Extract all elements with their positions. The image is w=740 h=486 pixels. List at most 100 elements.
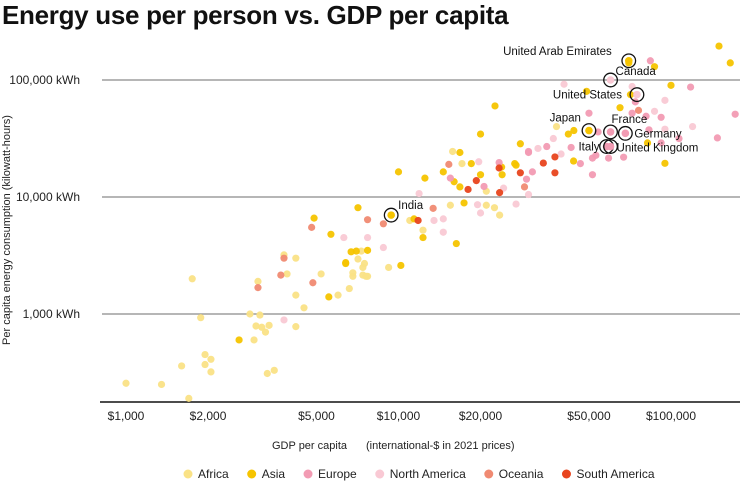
data-point-africa (317, 270, 325, 278)
legend-item: Asia (247, 467, 285, 481)
data-point-north-america (534, 144, 542, 153)
data-point-north-america (524, 190, 533, 199)
data-point-africa (292, 254, 300, 262)
data-point-africa (157, 380, 166, 389)
data-point-europe (567, 143, 575, 152)
data-point-africa (363, 272, 372, 280)
legend-item: South America (561, 467, 655, 481)
data-point-asia (310, 214, 318, 222)
data-point-asia (661, 159, 669, 167)
x-tick-label: $10,000 (377, 409, 421, 423)
data-point-europe (528, 168, 536, 176)
data-point-asia (570, 126, 578, 135)
data-point-asia (667, 81, 675, 89)
data-point-south-america (516, 169, 524, 177)
data-point-asia (456, 183, 464, 191)
data-point-asia (419, 233, 427, 242)
x-tick-label: $2,000 (190, 409, 227, 423)
x-axis-title-note: (international-$ in 2021 prices) (366, 440, 515, 452)
highlight-ring (581, 123, 597, 138)
data-point-africa (261, 328, 270, 336)
data-point-africa (265, 321, 273, 329)
annotations: United Arab Emirates Canada United States J… (383, 46, 698, 223)
data-point-africa (482, 201, 490, 209)
annotation-label: India (398, 200, 424, 212)
data-point-north-america (280, 316, 288, 324)
data-point-africa (446, 201, 454, 209)
data-point-africa (201, 350, 209, 359)
data-point-asia (616, 104, 624, 112)
data-point-europe (646, 57, 654, 65)
data-point-north-america (476, 209, 485, 217)
data-point-africa (263, 369, 271, 378)
highlight-ring (629, 87, 645, 103)
annotation-label: United States (553, 90, 622, 102)
data-point-asia (512, 161, 520, 169)
data-point-europe (620, 153, 628, 161)
data-point-asia (456, 148, 464, 157)
data-point-north-america (430, 216, 438, 225)
legend-label: North America (390, 467, 466, 481)
y-tick-label: 100,000 kWh (9, 73, 80, 87)
annotation-label: Japan (550, 113, 581, 125)
data-point-asia (650, 63, 659, 71)
data-point-africa (385, 263, 393, 272)
data-point-europe (642, 112, 650, 120)
highlighted-point (624, 56, 633, 65)
data-point-asia (327, 230, 335, 238)
data-point-africa (357, 247, 365, 255)
data-point-africa (419, 226, 427, 234)
data-point-europe (645, 126, 653, 134)
data-point-asia (352, 247, 360, 255)
data-point-europe (585, 109, 593, 117)
data-point-north-america (363, 233, 372, 242)
data-point-africa (300, 304, 308, 312)
data-point-north-america (557, 150, 565, 158)
data-point-asia (439, 168, 447, 176)
annotation-label: United Arab Emirates (503, 46, 612, 58)
highlighted-point (606, 76, 615, 84)
data-point-europe (675, 134, 683, 143)
data-point-africa (178, 362, 186, 370)
data-point-africa (246, 310, 254, 318)
data-point-oceania (363, 216, 372, 224)
data-point-asia (498, 171, 506, 179)
data-point-oceania (254, 284, 262, 292)
data-point-europe (657, 139, 665, 147)
legend-swatch (484, 469, 494, 479)
annotation-label: France (612, 114, 648, 126)
data-point-africa (359, 263, 367, 272)
data-point-africa (349, 269, 357, 277)
legend-swatch (247, 469, 257, 479)
data-point-europe (588, 171, 597, 179)
legend-item: Oceania (484, 467, 544, 481)
data-point-south-america (464, 185, 472, 194)
legend-swatch (183, 469, 193, 479)
highlight-ring (603, 72, 618, 88)
data-point-north-america (512, 200, 520, 208)
y-tick-label: 10,000 kWh (16, 190, 80, 204)
data-point-south-america (414, 216, 422, 225)
data-point-europe (686, 83, 695, 91)
data-point-north-america (475, 158, 483, 166)
chart-title: Energy use per person vs. GDP per capita (2, 0, 509, 30)
highlighted-point (606, 142, 615, 151)
data-point-europe (604, 154, 613, 162)
data-point-oceania (308, 223, 316, 231)
data-point-africa (185, 394, 193, 402)
data-point-north-america (650, 107, 659, 115)
data-point-asia (342, 259, 350, 268)
data-point-europe (495, 158, 503, 167)
data-point-south-america (472, 177, 480, 185)
x-tick-label: $100,000 (646, 409, 696, 423)
data-point-oceania (634, 106, 643, 114)
data-point-oceania (520, 183, 529, 191)
data-point-oceania (309, 279, 317, 287)
data-point-europe (731, 110, 739, 118)
legend-item: North America (375, 467, 466, 481)
data-point-africa (449, 147, 457, 156)
data-point-asia (325, 293, 333, 301)
data-point-europe (480, 182, 488, 191)
data-point-africa (490, 204, 499, 212)
legend-item: Europe (303, 467, 357, 481)
